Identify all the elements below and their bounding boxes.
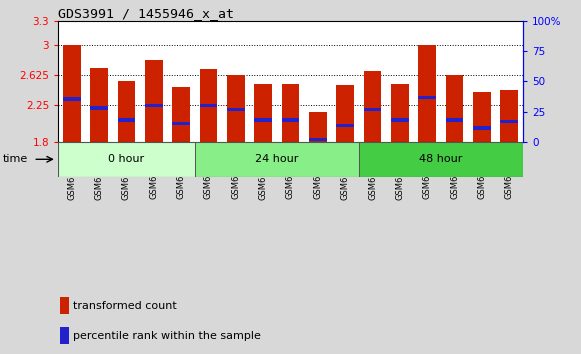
Bar — [90, 68, 108, 142]
Bar — [359, 142, 523, 177]
Text: 0 hour: 0 hour — [109, 154, 145, 164]
Bar — [117, 118, 135, 121]
Text: transformed count: transformed count — [73, 301, 177, 310]
Bar — [60, 297, 69, 314]
Bar — [309, 138, 327, 141]
Bar — [391, 84, 409, 142]
Bar — [254, 118, 272, 121]
Bar — [63, 97, 81, 101]
Bar — [391, 118, 409, 121]
Text: percentile rank within the sample: percentile rank within the sample — [73, 331, 261, 341]
Bar — [195, 142, 359, 177]
Bar — [473, 126, 491, 130]
Bar — [172, 87, 190, 142]
Bar — [364, 71, 381, 142]
Bar — [418, 45, 436, 142]
Bar — [336, 85, 354, 142]
Bar — [117, 81, 135, 142]
Bar — [227, 75, 245, 142]
Bar — [90, 106, 108, 109]
Bar — [227, 108, 245, 111]
Text: GDS3991 / 1455946_x_at: GDS3991 / 1455946_x_at — [58, 7, 234, 20]
Bar — [282, 84, 299, 142]
Bar — [282, 118, 299, 121]
Bar — [336, 124, 354, 127]
Bar — [446, 118, 464, 121]
Text: 48 hour: 48 hour — [419, 154, 462, 164]
Bar — [60, 327, 69, 344]
Bar — [309, 112, 327, 142]
Bar — [418, 96, 436, 99]
Bar — [500, 120, 518, 123]
Bar — [254, 84, 272, 142]
Bar — [473, 92, 491, 142]
Bar — [145, 60, 163, 142]
Bar — [58, 142, 195, 177]
Bar — [364, 108, 381, 111]
Bar — [200, 69, 217, 142]
Text: 24 hour: 24 hour — [255, 154, 299, 164]
Bar — [172, 121, 190, 125]
Text: time: time — [3, 154, 28, 164]
Bar — [145, 104, 163, 107]
Bar — [500, 90, 518, 142]
Bar — [63, 45, 81, 142]
Bar — [446, 75, 464, 142]
Bar — [200, 104, 217, 107]
